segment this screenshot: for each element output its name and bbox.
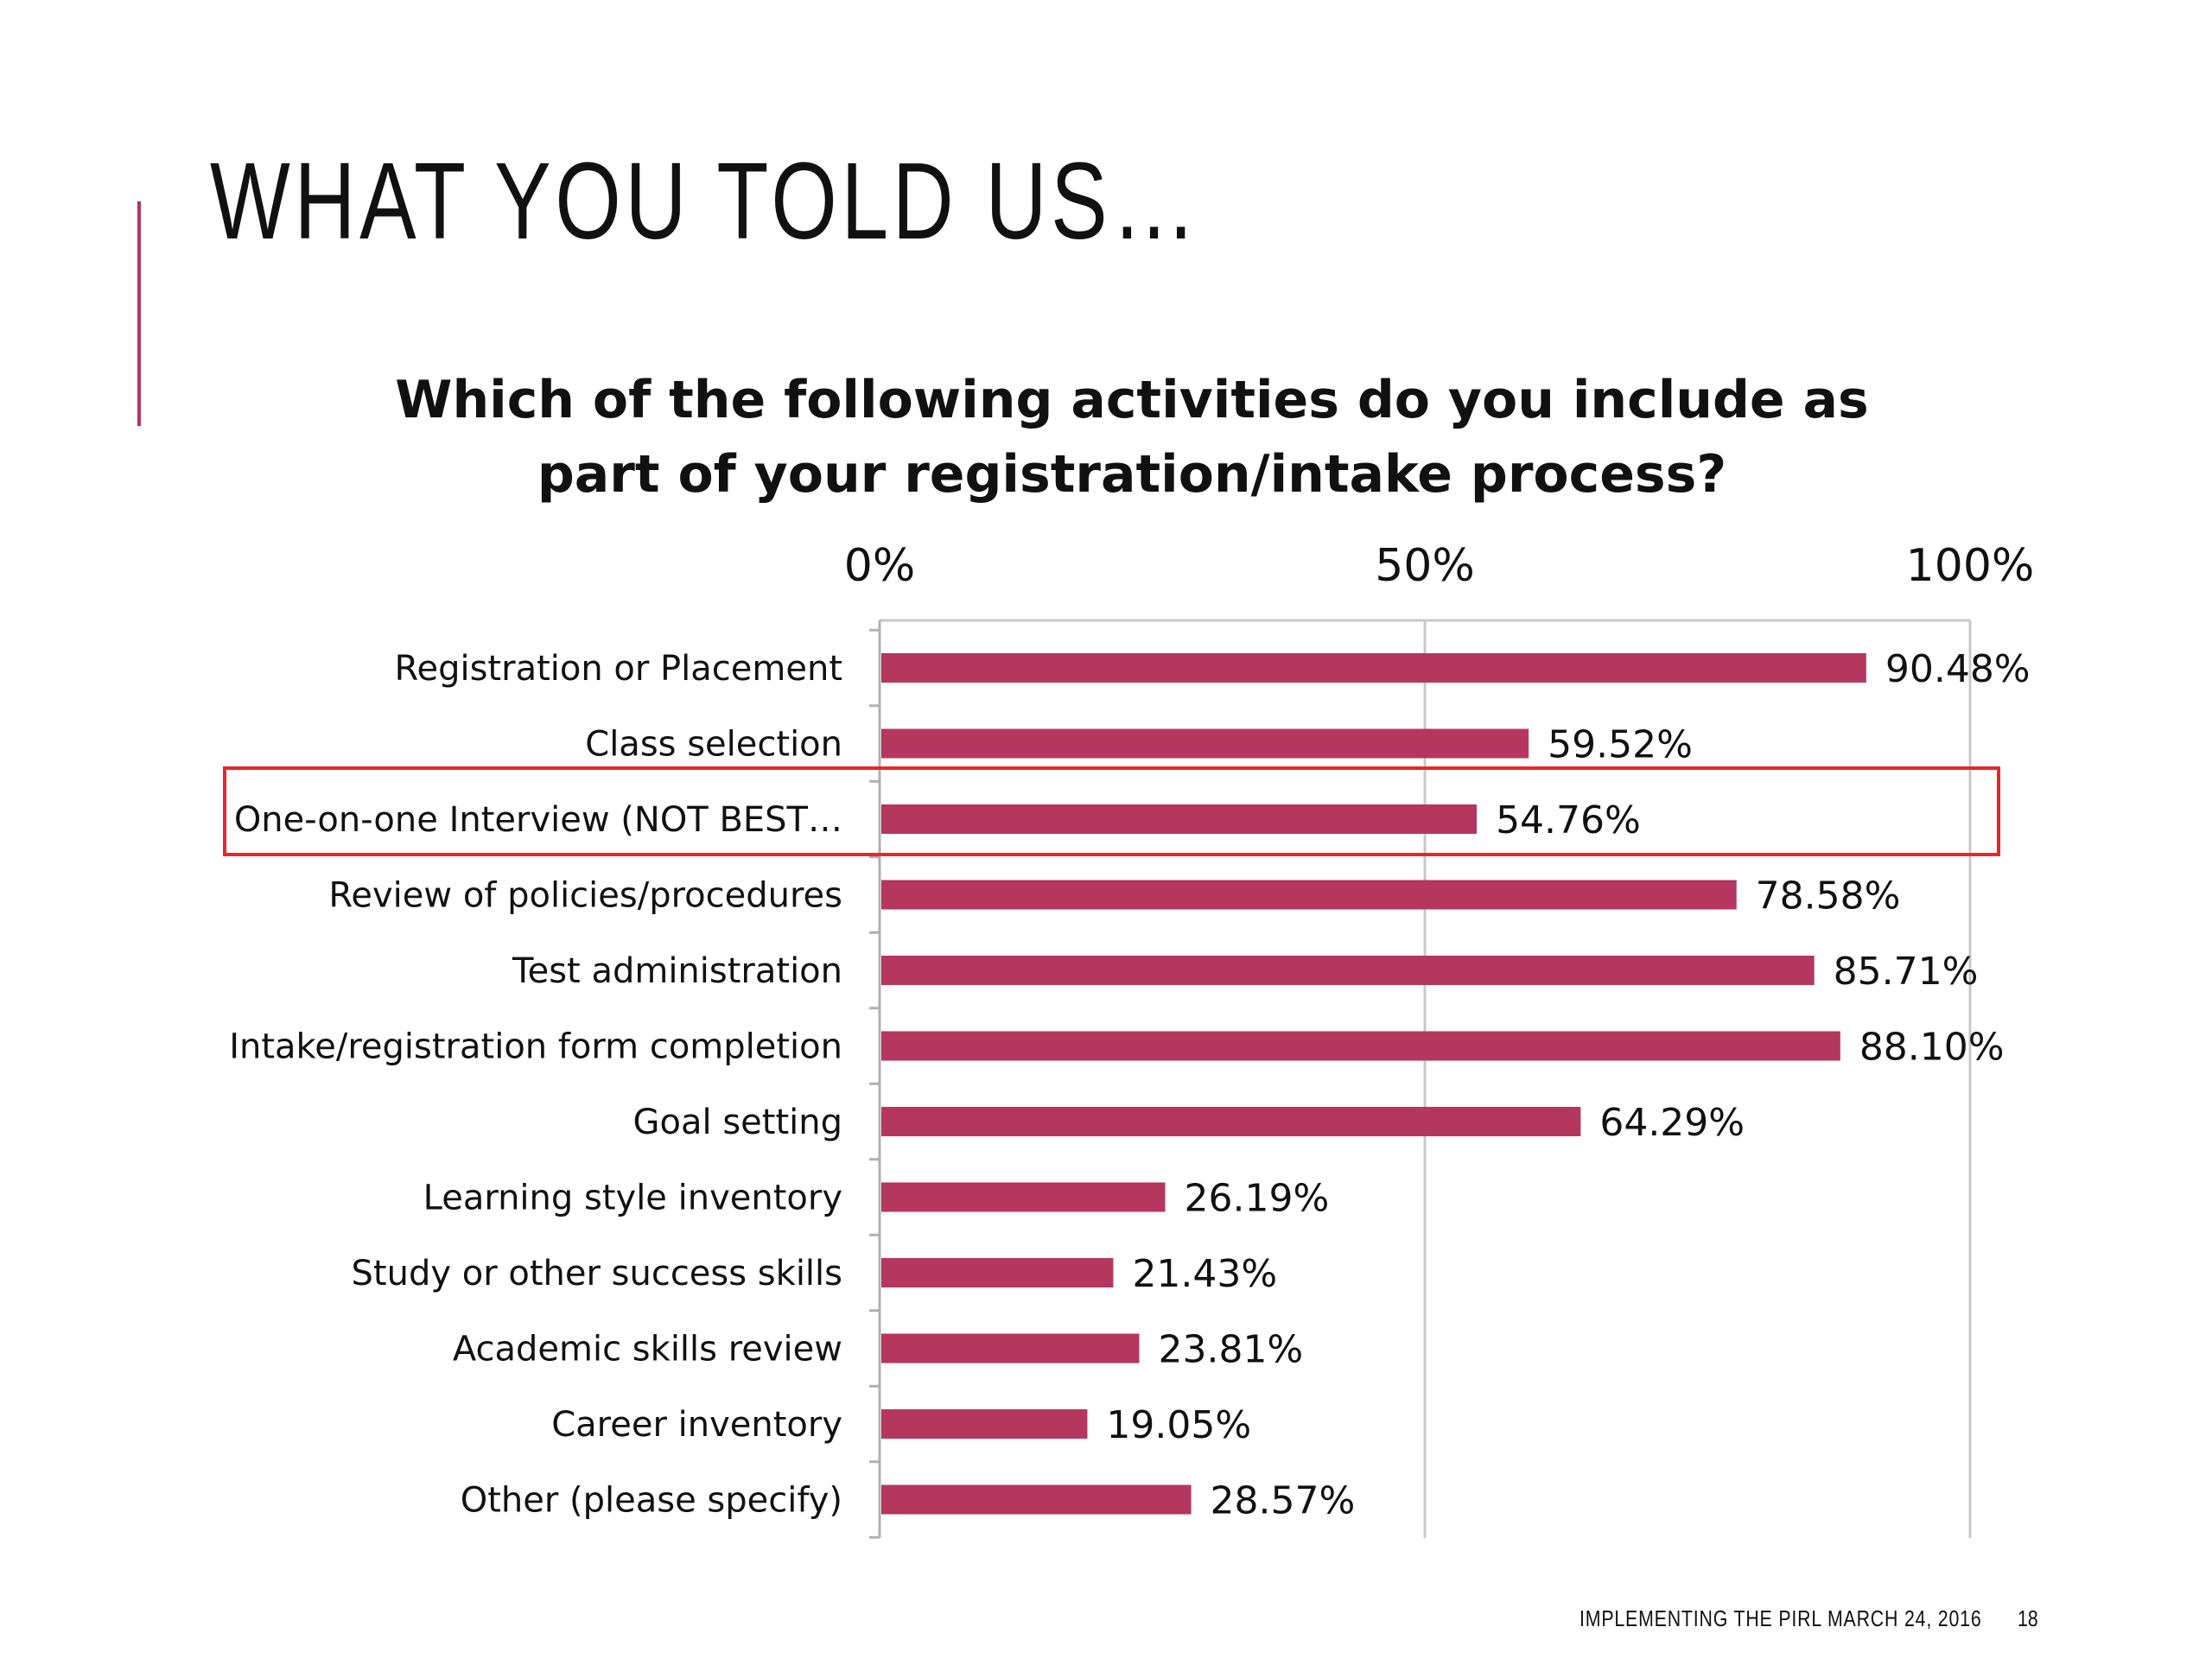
category-label: Other (please specify) (461, 1481, 842, 1521)
bar (881, 880, 1737, 910)
x-tick-label: 100% (1906, 540, 2035, 592)
bar (881, 653, 1866, 683)
data-label: 28.57% (1211, 1479, 1356, 1523)
category-label: Career inventory (551, 1405, 842, 1445)
x-tick-label: 0% (844, 540, 916, 592)
page-number: 18 (2018, 1605, 2038, 1631)
category-label: Registration or Placement (394, 649, 842, 689)
chart-title-line-1: Which of the following activities do you… (395, 370, 1869, 430)
bar (881, 1409, 1088, 1439)
bar (881, 956, 1815, 985)
bar (881, 804, 1478, 834)
data-label: 23.81% (1158, 1328, 1303, 1372)
bar (881, 1484, 1192, 1515)
bar (881, 1182, 1166, 1212)
data-label: 90.48% (1885, 647, 2031, 691)
data-label: 78.58% (1756, 874, 1901, 918)
category-label: Class selection (585, 725, 842, 765)
category-label: Academic skills review (453, 1330, 842, 1370)
category-label: One-on-one Interview (NOT BEST… (234, 800, 842, 840)
data-label: 64.29% (1599, 1101, 1745, 1145)
data-label: 54.76% (1496, 798, 1641, 842)
bar (881, 1031, 1840, 1061)
highlight-box (223, 766, 2000, 856)
category-label: Learning style inventory (423, 1179, 842, 1218)
data-label: 26.19% (1185, 1177, 1330, 1221)
slide-title: WHAT YOU TOLD US… (210, 140, 1201, 262)
data-label: 88.10% (1859, 1026, 2005, 1070)
category-label: Study or other success skills (352, 1254, 842, 1294)
data-label: 59.52% (1548, 723, 1693, 767)
data-label: 19.05% (1106, 1403, 1251, 1447)
data-label: 21.43% (1132, 1252, 1277, 1296)
category-label: Intake/registration form completion (229, 1027, 842, 1067)
bar (881, 1258, 1114, 1287)
chart-title: Which of the following activities do you… (285, 363, 1979, 512)
bar (881, 728, 1529, 759)
category-label: Test administration (512, 951, 842, 991)
chart-title-line-2: part of your registration/intake process… (537, 444, 1727, 505)
category-label: Review of policies/procedures (328, 876, 842, 916)
x-tick-label: 50% (1375, 540, 1475, 592)
bar (881, 1333, 1140, 1363)
footer-text: IMPLEMENTING THE PIRL MARCH 24, 2016 (1580, 1605, 1982, 1631)
category-label: Goal setting (633, 1103, 842, 1142)
accent-bar (137, 201, 141, 426)
data-label: 85.71% (1834, 950, 1979, 994)
bar (881, 1107, 1581, 1136)
